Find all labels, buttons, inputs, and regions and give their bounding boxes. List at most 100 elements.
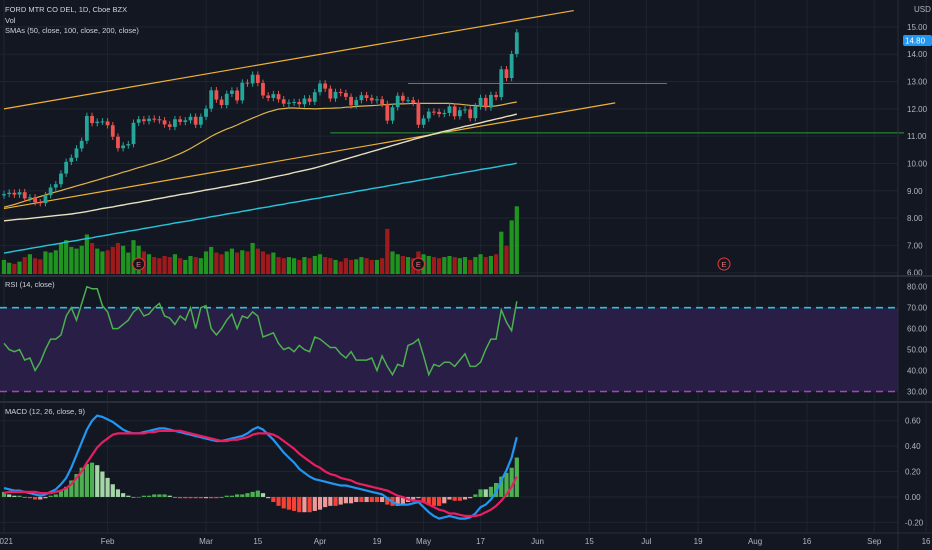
candle[interactable] bbox=[121, 142, 126, 152]
candle[interactable] bbox=[426, 108, 431, 122]
candle[interactable] bbox=[136, 115, 141, 127]
candle[interactable] bbox=[292, 98, 296, 106]
candle[interactable] bbox=[126, 140, 131, 149]
candle[interactable] bbox=[209, 87, 214, 112]
candle[interactable] bbox=[457, 106, 462, 120]
candle[interactable] bbox=[514, 29, 519, 58]
earnings-marker[interactable]: E bbox=[411, 257, 425, 271]
candle[interactable] bbox=[271, 90, 276, 102]
candle[interactable] bbox=[421, 115, 426, 128]
candle[interactable] bbox=[385, 100, 390, 124]
candle[interactable] bbox=[183, 117, 188, 126]
candle[interactable] bbox=[359, 91, 364, 104]
candle[interactable] bbox=[509, 50, 514, 82]
candle[interactable] bbox=[447, 103, 452, 117]
candle[interactable] bbox=[390, 103, 395, 124]
candle[interactable] bbox=[452, 103, 457, 120]
candle[interactable] bbox=[22, 188, 27, 202]
channel-lower-line[interactable] bbox=[3, 102, 616, 210]
candle[interactable] bbox=[416, 99, 421, 128]
candle[interactable] bbox=[214, 87, 219, 103]
candle[interactable] bbox=[204, 105, 208, 121]
candle[interactable] bbox=[59, 170, 63, 188]
candle[interactable] bbox=[79, 137, 84, 152]
earnings-marker[interactable]: E bbox=[132, 257, 146, 271]
candle[interactable] bbox=[395, 92, 400, 111]
candle[interactable] bbox=[147, 115, 151, 125]
candle[interactable] bbox=[141, 115, 146, 125]
candle[interactable] bbox=[504, 65, 509, 82]
candle[interactable] bbox=[318, 80, 322, 96]
candle[interactable] bbox=[432, 108, 436, 116]
candle[interactable] bbox=[312, 88, 317, 106]
candle[interactable] bbox=[188, 113, 193, 124]
candle[interactable] bbox=[297, 98, 302, 108]
candle[interactable] bbox=[7, 189, 12, 198]
candle[interactable] bbox=[173, 115, 177, 131]
earnings-marker[interactable]: E bbox=[717, 257, 731, 271]
candle[interactable] bbox=[250, 71, 255, 87]
candle[interactable] bbox=[162, 117, 167, 128]
candle[interactable] bbox=[28, 194, 32, 202]
candle[interactable] bbox=[219, 96, 224, 109]
channel-upper-line[interactable] bbox=[3, 9, 574, 110]
candle[interactable] bbox=[323, 80, 328, 92]
rsi-pane[interactable] bbox=[0, 285, 898, 393]
candle[interactable] bbox=[349, 93, 353, 109]
candle[interactable] bbox=[343, 89, 348, 101]
candle[interactable] bbox=[48, 184, 53, 199]
candle[interactable] bbox=[255, 71, 260, 87]
candle[interactable] bbox=[95, 118, 100, 127]
candle[interactable] bbox=[12, 189, 17, 198]
candle[interactable] bbox=[380, 96, 385, 108]
candle[interactable] bbox=[400, 92, 405, 104]
candle[interactable] bbox=[287, 99, 291, 107]
candle[interactable] bbox=[43, 191, 48, 207]
candle[interactable] bbox=[442, 109, 447, 118]
candle[interactable] bbox=[369, 94, 374, 104]
candle[interactable] bbox=[333, 88, 338, 102]
candle[interactable] bbox=[178, 115, 183, 126]
candle[interactable] bbox=[411, 96, 416, 107]
candle[interactable] bbox=[235, 87, 239, 104]
currency-label[interactable]: USD bbox=[914, 5, 931, 14]
candle[interactable] bbox=[90, 112, 94, 127]
candle[interactable] bbox=[224, 90, 229, 109]
candle[interactable] bbox=[463, 106, 467, 114]
candle[interactable] bbox=[53, 180, 58, 191]
candle[interactable] bbox=[74, 145, 79, 162]
candle[interactable] bbox=[193, 113, 198, 128]
candle[interactable] bbox=[152, 115, 157, 123]
candle[interactable] bbox=[406, 96, 410, 104]
candle[interactable] bbox=[266, 92, 271, 102]
candle[interactable] bbox=[489, 91, 493, 111]
candle[interactable] bbox=[494, 91, 498, 101]
candle[interactable] bbox=[100, 118, 105, 125]
candle[interactable] bbox=[437, 108, 442, 118]
candle[interactable] bbox=[69, 154, 74, 166]
candle[interactable] bbox=[17, 188, 22, 198]
candle[interactable] bbox=[468, 106, 473, 122]
candle[interactable] bbox=[338, 88, 343, 97]
candle[interactable] bbox=[198, 113, 203, 128]
candle[interactable] bbox=[302, 95, 307, 108]
candle[interactable] bbox=[64, 158, 69, 177]
macd-pane[interactable] bbox=[1, 414, 519, 520]
candles[interactable] bbox=[2, 29, 519, 207]
candle[interactable] bbox=[33, 194, 37, 206]
candle[interactable] bbox=[261, 79, 265, 99]
candle[interactable] bbox=[116, 133, 120, 152]
candle[interactable] bbox=[375, 96, 379, 104]
candle[interactable] bbox=[281, 96, 286, 107]
candle[interactable] bbox=[131, 119, 136, 148]
candle[interactable] bbox=[2, 190, 6, 199]
candle[interactable] bbox=[245, 79, 250, 87]
candle[interactable] bbox=[167, 121, 172, 131]
candle[interactable] bbox=[38, 198, 43, 207]
candle[interactable] bbox=[84, 112, 89, 145]
candle[interactable] bbox=[364, 91, 369, 102]
candle[interactable] bbox=[230, 87, 234, 98]
candle[interactable] bbox=[157, 115, 162, 124]
